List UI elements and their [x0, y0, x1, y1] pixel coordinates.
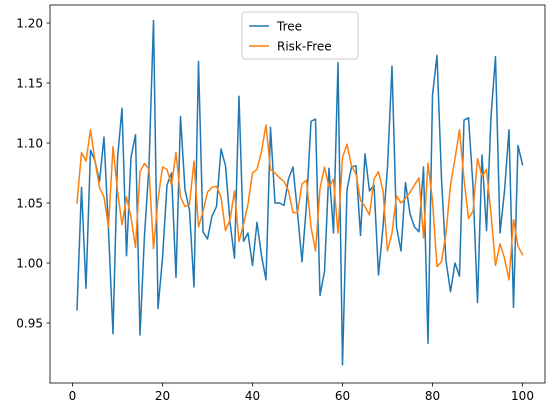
y-tick-label: 1.10	[16, 136, 43, 150]
y-tick-label: 0.95	[16, 316, 43, 330]
y-tick-label: 1.15	[16, 76, 43, 90]
x-tick-label: 40	[245, 389, 260, 403]
x-tick-label: 0	[69, 389, 77, 403]
x-tick-label: 60	[335, 389, 350, 403]
series-group	[76, 19, 524, 366]
series-line-tree	[76, 19, 524, 366]
x-tick-label: 80	[425, 389, 440, 403]
legend: Tree Risk-Free	[241, 11, 359, 60]
legend-label-risk-free: Risk-Free	[277, 39, 332, 53]
legend-label-tree: Tree	[276, 19, 302, 33]
x-tick-label: 20	[155, 389, 170, 403]
axes-frame	[49, 4, 546, 384]
series-line-risk-free	[76, 124, 524, 281]
y-tick-label: 1.05	[16, 196, 43, 210]
legend-box	[241, 11, 359, 60]
y-tick-label: 1.00	[16, 256, 43, 270]
y-tick-label: 1.20	[16, 16, 43, 30]
x-tick-label: 100	[511, 389, 534, 403]
